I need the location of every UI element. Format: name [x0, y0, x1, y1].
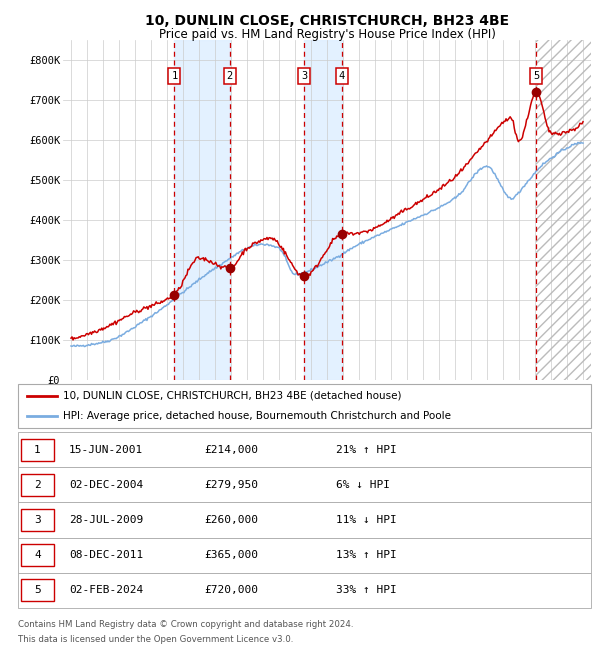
Text: 28-JUL-2009: 28-JUL-2009: [69, 515, 143, 525]
Text: HPI: Average price, detached house, Bournemouth Christchurch and Poole: HPI: Average price, detached house, Bour…: [63, 411, 451, 421]
Text: This data is licensed under the Open Government Licence v3.0.: This data is licensed under the Open Gov…: [18, 634, 293, 644]
Text: 02-FEB-2024: 02-FEB-2024: [69, 585, 143, 595]
Text: Contains HM Land Registry data © Crown copyright and database right 2024.: Contains HM Land Registry data © Crown c…: [18, 620, 353, 629]
Text: 21% ↑ HPI: 21% ↑ HPI: [336, 445, 397, 455]
Text: £365,000: £365,000: [204, 550, 258, 560]
Text: 2: 2: [34, 480, 41, 490]
Text: Price paid vs. HM Land Registry's House Price Index (HPI): Price paid vs. HM Land Registry's House …: [158, 28, 496, 41]
Text: 1: 1: [34, 445, 41, 455]
Text: £260,000: £260,000: [204, 515, 258, 525]
Text: £214,000: £214,000: [204, 445, 258, 455]
Text: £279,950: £279,950: [204, 480, 258, 490]
Text: 4: 4: [34, 550, 41, 560]
Text: 1: 1: [171, 71, 178, 81]
Bar: [304, 40, 342, 380]
Text: £720,000: £720,000: [204, 585, 258, 595]
Bar: [175, 40, 230, 380]
Text: 3: 3: [34, 515, 41, 525]
Text: 5: 5: [533, 71, 539, 81]
Text: 08-DEC-2011: 08-DEC-2011: [69, 550, 143, 560]
Text: 15-JUN-2001: 15-JUN-2001: [69, 445, 143, 455]
Text: 2: 2: [227, 71, 233, 81]
Text: 13% ↑ HPI: 13% ↑ HPI: [336, 550, 397, 560]
Text: 02-DEC-2004: 02-DEC-2004: [69, 480, 143, 490]
Text: 4: 4: [338, 71, 345, 81]
Text: 11% ↓ HPI: 11% ↓ HPI: [336, 515, 397, 525]
Text: 5: 5: [34, 585, 41, 595]
Text: 10, DUNLIN CLOSE, CHRISTCHURCH, BH23 4BE (detached house): 10, DUNLIN CLOSE, CHRISTCHURCH, BH23 4BE…: [63, 391, 401, 401]
Text: 10, DUNLIN CLOSE, CHRISTCHURCH, BH23 4BE: 10, DUNLIN CLOSE, CHRISTCHURCH, BH23 4BE: [145, 14, 509, 29]
Text: 3: 3: [301, 71, 307, 81]
Text: 33% ↑ HPI: 33% ↑ HPI: [336, 585, 397, 595]
Text: 6% ↓ HPI: 6% ↓ HPI: [336, 480, 390, 490]
